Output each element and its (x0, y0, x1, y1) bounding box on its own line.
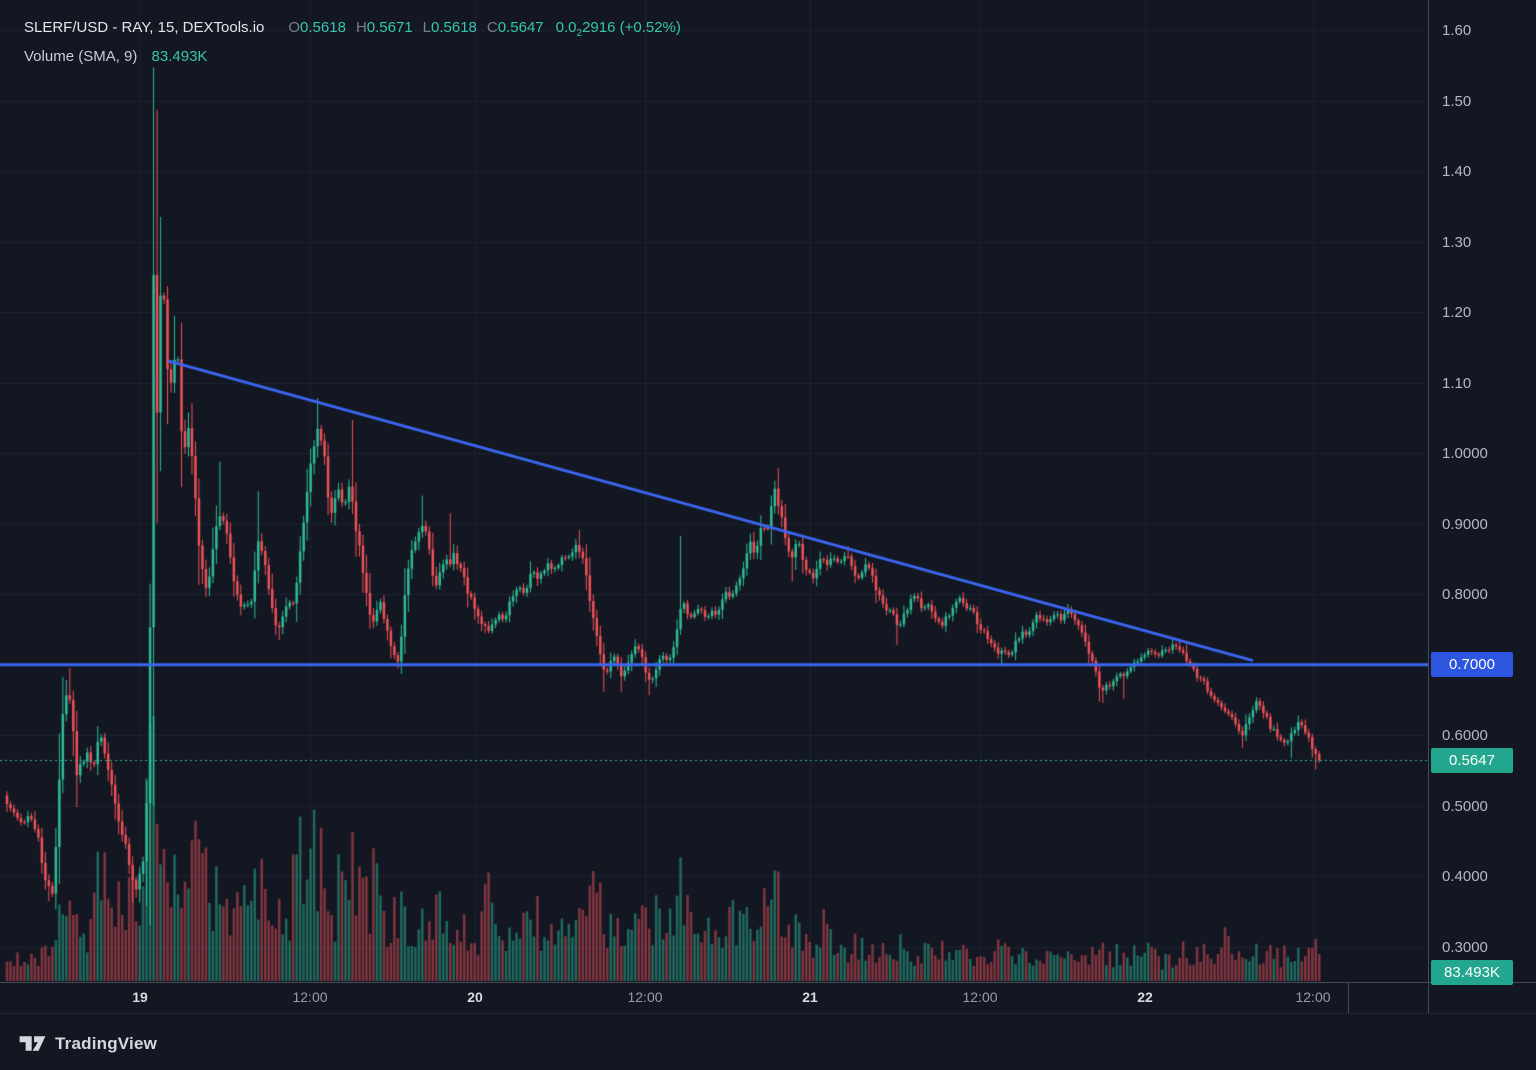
high-value: 0.5671 (366, 19, 413, 36)
open-label: O (288, 19, 301, 36)
volume-value-badge: 83.493K (1431, 959, 1513, 985)
price-tick-label: 1.50 (1442, 92, 1472, 110)
price-tick-label: 1.10 (1442, 374, 1472, 392)
subscript-zero-count: 2 (576, 28, 583, 39)
price-tick-label: 1.60 (1442, 22, 1472, 39)
last-price-badge: 0.5647 (1431, 747, 1513, 773)
tradingview-attribution[interactable]: TradingView (18, 1033, 157, 1054)
open-value: 0.5618 (300, 19, 346, 36)
indicator-value: 83.493K (151, 48, 208, 65)
price-axis-border (1428, 0, 1429, 1013)
high-label: H (355, 19, 367, 36)
price-tick-label: 0.5000 (1442, 797, 1488, 815)
indicator-legend-row: Volume (SMA, 9) 83.493K (24, 45, 681, 68)
time-tick-hour-label: 12:00 (292, 989, 328, 1005)
time-axis-border (0, 982, 1536, 983)
price-tick-label: 1.0000 (1442, 445, 1488, 463)
price-tick-label: 0.8000 (1442, 586, 1488, 604)
price-axis[interactable]: 1.60 1.50 1.40 1.30 1.20 1.10 1.0000 0.9000 0.80… (1429, 0, 1536, 1013)
price-tick-label: 1.30 (1442, 233, 1472, 251)
close-label: C (486, 19, 498, 36)
time-tick-day-label: 20 (467, 989, 483, 1005)
close-value: 0.5647 (497, 19, 544, 36)
change-percent: (+0.52%) (619, 19, 681, 36)
change-value: 0.022916 (+0.52%) (555, 19, 681, 39)
price-tick-label: 0.9000 (1442, 515, 1488, 533)
indicator-label: Volume (SMA, 9) (24, 48, 138, 65)
time-axis[interactable]: 19 12:00 20 12:00 21 12:00 22 12:00 (0, 983, 1428, 1013)
price-tick-label: 1.20 (1442, 304, 1472, 322)
time-tick-day-label: 22 (1137, 989, 1153, 1005)
price-tick-label: 0.3000 (1442, 939, 1488, 956)
time-tick-hour-label: 12:00 (962, 989, 998, 1005)
time-tick-day-label: 19 (132, 989, 148, 1005)
low-value: 0.5618 (431, 19, 477, 36)
time-tick-hour-label: 12:00 (1295, 989, 1331, 1005)
price-chart-canvas[interactable] (0, 0, 1428, 982)
time-axis-bottom-border (0, 1013, 1536, 1014)
symbol-title: SLERF/USD - RAY, 15, DEXTools.io (24, 19, 265, 36)
time-tick-day-label: 21 (802, 989, 818, 1005)
price-tick-label: 1.40 (1442, 163, 1472, 181)
low-label: L (422, 19, 432, 36)
price-tick-label: 0.4000 (1442, 868, 1488, 886)
tradingview-brand-text: TradingView (55, 1033, 158, 1053)
tradingview-logo-icon (18, 1033, 47, 1054)
price-tick-label: 0.6000 (1442, 727, 1488, 745)
horizontal-line-price-badge: 0.7000 (1431, 652, 1513, 678)
time-axis-right-separator (1348, 982, 1349, 1013)
chart-legend: SLERF/USD - RAY, 15, DEXTools.io O0.5618 H… (24, 16, 681, 68)
time-tick-hour-label: 12:00 (627, 989, 663, 1005)
symbol-legend-row: SLERF/USD - RAY, 15, DEXTools.io O0.5618 H… (24, 16, 681, 45)
